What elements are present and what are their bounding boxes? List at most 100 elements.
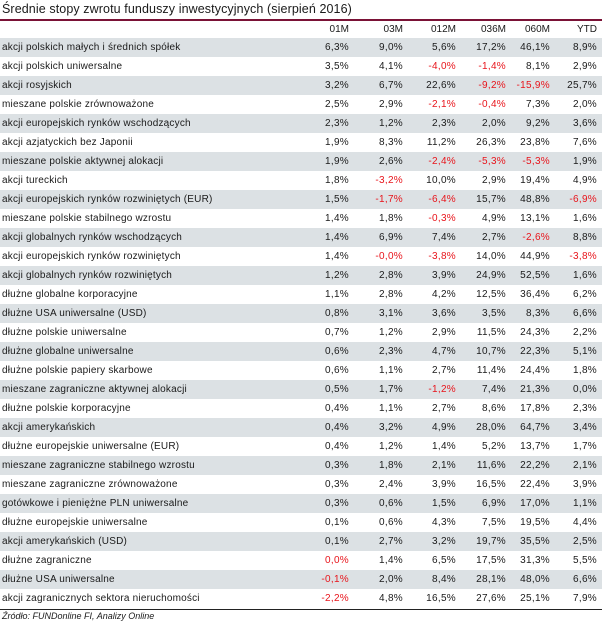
return-cell-060m: 19,5% [520, 517, 550, 528]
header-03m: 03M [383, 24, 403, 35]
return-cell-036m: 17,2% [456, 38, 506, 57]
return-cell-03m: 4,1% [379, 61, 403, 72]
header-ytd: YTD [577, 24, 597, 35]
fund-category-label: dłużne USA uniwersalne [0, 570, 245, 589]
return-cell-012m: -0,3% [428, 213, 456, 224]
fund-category-label: dłużne globalne uniwersalne [0, 342, 245, 361]
return-cell-ytd: 2,3% [573, 403, 597, 414]
return-cell-03m: 1,2% [349, 114, 403, 133]
return-cell-060m: 24,3% [520, 327, 550, 338]
return-cell-012m: 4,7% [403, 342, 456, 361]
return-cell-01m: 3,2% [245, 76, 349, 95]
return-cell-ytd: -3,8% [569, 251, 597, 262]
return-cell-03m: 1,1% [379, 365, 403, 376]
return-cell-03m: 1,8% [349, 456, 403, 475]
return-cell-036m: 11,4% [476, 365, 506, 376]
return-cell-012m: 2,7% [432, 403, 456, 414]
header-label [0, 21, 245, 38]
return-cell-01m: 1,9% [325, 137, 349, 148]
fund-category-label: dłużne polskie korporacyjne [2, 403, 131, 414]
return-cell-ytd: 2,2% [573, 327, 597, 338]
header-row: 01M 03M 012M 036M 060M YTD [0, 21, 602, 38]
return-cell-03m: 1,1% [379, 403, 403, 414]
return-cell-012m: 5,6% [403, 38, 456, 57]
return-cell-012m: 7,4% [403, 228, 456, 247]
table-row: dłużne europejskie uniwersalne 0,1% 0,6% 4,… [0, 513, 602, 532]
table-row: dłużne USA uniwersalne -0,1% 2,0% 8,4% 28,1%… [0, 570, 602, 589]
return-cell-03m: 2,0% [349, 570, 403, 589]
return-cell-ytd: 5,5% [573, 555, 597, 566]
table-row: mieszane zagraniczne aktywnej alokacji 0,… [0, 380, 602, 399]
table-row: mieszane polskie zrównoważone 2,5% 2,9% -2,… [0, 95, 602, 114]
fund-category-label: akcji zagranicznych sektora nieruchomośc… [2, 593, 200, 604]
table-row: akcji amerykańskich 0,4% 3,2% 4,9% 28,0% 64,7… [0, 418, 602, 437]
return-cell-01m: 2,5% [325, 99, 349, 110]
fund-category-label: akcji globalnych rynków rozwiniętych [0, 266, 245, 285]
fund-category-label: akcji tureckich [2, 175, 68, 186]
fund-category-label: gotówkowe i pieniężne PLN uniwersalne [0, 494, 245, 513]
return-cell-01m: 0,1% [325, 517, 349, 528]
return-cell-036m: 10,7% [456, 342, 506, 361]
return-cell-012m: 3,9% [432, 479, 456, 490]
return-cell-01m: 1,4% [325, 213, 349, 224]
return-cell-036m: 19,7% [456, 532, 506, 551]
fund-category-label: dłużne USA uniwersalne (USD) [0, 304, 245, 323]
return-cell-01m: 0,4% [325, 403, 349, 414]
return-cell-ytd: 1,9% [550, 152, 602, 171]
table-row: akcji azjatyckich bez Japonii 1,9% 8,3% 11,… [0, 133, 602, 152]
return-cell-01m: -2,2% [321, 593, 349, 604]
fund-category-label: akcji amerykańskich [0, 418, 245, 437]
return-cell-ytd: 1,1% [550, 494, 602, 513]
return-cell-060m: 9,2% [506, 114, 550, 133]
header-036m: 036M [480, 24, 506, 35]
return-cell-060m: 21,3% [506, 380, 550, 399]
header-012m: 012M [430, 24, 456, 35]
return-cell-01m: 0,3% [245, 494, 349, 513]
return-cell-036m: 7,5% [482, 517, 506, 528]
return-cell-01m: 0,6% [245, 342, 349, 361]
return-cell-060m: 36,4% [520, 289, 550, 300]
return-cell-012m: -1,2% [403, 380, 456, 399]
return-cell-060m: -2,6% [506, 228, 550, 247]
return-cell-036m: 28,0% [456, 418, 506, 437]
table-row: dłużne europejskie uniwersalne (EUR) 0,4%… [0, 437, 602, 456]
table-row: mieszane polskie aktywnej alokacji 1,9% 2,… [0, 152, 602, 171]
header-01m: 01M [329, 24, 349, 35]
return-cell-060m: 64,7% [506, 418, 550, 437]
return-cell-03m: 2,8% [379, 289, 403, 300]
return-cell-ytd: 8,8% [550, 228, 602, 247]
return-cell-060m: 17,0% [506, 494, 550, 513]
return-cell-03m: 2,8% [349, 266, 403, 285]
return-cell-03m: 1,2% [379, 441, 403, 452]
header-060m: 060M [524, 24, 550, 35]
return-cell-03m: 1,7% [349, 380, 403, 399]
return-cell-060m: -15,9% [506, 76, 550, 95]
return-cell-01m: 0,4% [325, 441, 349, 452]
fund-category-label: akcji polskich uniwersalne [2, 61, 123, 72]
return-cell-ytd: 4,4% [573, 517, 597, 528]
return-cell-01m: 1,4% [245, 228, 349, 247]
table-body: akcji polskich małych i średnich spółek 6… [0, 38, 602, 608]
return-cell-012m: 1,4% [432, 441, 456, 452]
fund-category-label: dłużne polskie papiery skarbowe [2, 365, 153, 376]
return-cell-012m: 2,7% [432, 365, 456, 376]
returns-table: 01M 03M 012M 036M 060M YTD akcji polskic… [0, 21, 602, 608]
table-row: akcji amerykańskich (USD) 0,1% 2,7% 3,2% 19,… [0, 532, 602, 551]
return-cell-012m: 16,5% [426, 593, 456, 604]
return-cell-036m: -5,3% [456, 152, 506, 171]
return-cell-060m: -5,3% [506, 152, 550, 171]
table-row: mieszane zagraniczne zrównoważone 0,3% 2,4… [0, 475, 602, 494]
return-cell-01m: 0,3% [325, 479, 349, 490]
return-cell-012m: 3,2% [403, 532, 456, 551]
fund-category-label: mieszane polskie aktywnej alokacji [0, 152, 245, 171]
return-cell-036m: 4,9% [482, 213, 506, 224]
table-row: dłużne zagraniczne 0,0% 1,4% 6,5% 17,5% 31,3%… [0, 551, 602, 570]
return-cell-01m: 6,3% [245, 38, 349, 57]
return-cell-ytd: 25,7% [550, 76, 602, 95]
return-cell-ytd: 7,6% [573, 137, 597, 148]
fund-category-label: mieszane zagraniczne aktywnej alokacji [0, 380, 245, 399]
table-row: akcji europejskich rynków wschodzących 2,… [0, 114, 602, 133]
return-cell-03m: -3,2% [375, 175, 403, 186]
return-cell-012m: 11,2% [426, 137, 456, 148]
title-divider [0, 19, 602, 21]
